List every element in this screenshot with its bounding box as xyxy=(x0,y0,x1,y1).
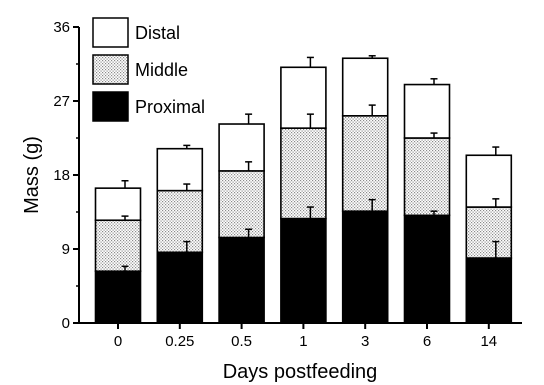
bar-segment-distal xyxy=(94,187,142,222)
bar-segment-middle xyxy=(156,189,204,254)
legend: Distal Middle Proximal xyxy=(92,17,205,122)
legend-swatch-middle xyxy=(92,54,129,85)
x-tick-label: 0.25 xyxy=(165,333,194,350)
x-tick-label: 14 xyxy=(480,333,497,350)
x-tick-label: 0.5 xyxy=(231,333,252,350)
bar-segment-proximal xyxy=(280,217,327,324)
y-axis-title: Mass (g) xyxy=(21,136,43,214)
y-tick-label: 27 xyxy=(53,93,70,110)
bar-segment-proximal xyxy=(156,251,204,324)
bar-segment-proximal xyxy=(465,257,513,324)
y-tick-label: 0 xyxy=(62,315,70,332)
x-tick-label: 0 xyxy=(114,333,122,350)
x-tick-label: 3 xyxy=(361,333,369,350)
y-tick-label: 18 xyxy=(53,167,70,184)
bar-segment-proximal xyxy=(341,210,389,324)
y-tick-label: 36 xyxy=(53,19,70,36)
bar-segment-distal xyxy=(280,66,327,129)
bar-segment-distal xyxy=(218,123,265,172)
bar-segment-distal xyxy=(465,154,513,208)
x-axis-ticks: 0 0.25 0.5 1 3 6 14 xyxy=(114,323,497,350)
x-tick-label: 6 xyxy=(423,333,431,350)
bar-segment-middle xyxy=(218,170,265,239)
legend-label-middle: Middle xyxy=(135,60,188,80)
bar-segment-middle xyxy=(94,219,142,273)
legend-swatch-proximal xyxy=(92,91,129,122)
y-tick-label: 9 xyxy=(62,241,70,258)
bar-segment-middle xyxy=(465,206,513,259)
bar-segment-distal xyxy=(156,147,204,192)
legend-swatch-distal xyxy=(92,17,129,48)
bar-segment-middle xyxy=(403,137,451,217)
bar-segment-distal xyxy=(403,83,451,139)
bar-segment-proximal xyxy=(403,214,451,324)
legend-label-proximal: Proximal xyxy=(135,97,205,117)
legend-label-distal: Distal xyxy=(135,23,180,43)
bar-segment-proximal xyxy=(94,270,142,324)
bar-segment-proximal xyxy=(218,236,265,324)
x-axis-title: Days postfeeding xyxy=(223,361,378,383)
bar-segment-middle xyxy=(341,115,389,212)
bar-segment-middle xyxy=(280,127,327,220)
y-axis-ticks: 0 9 18 27 36 xyxy=(53,19,79,332)
bar-segment-distal xyxy=(341,57,389,117)
x-tick-label: 1 xyxy=(299,333,307,350)
error-bar-group xyxy=(121,55,500,272)
bar-group xyxy=(94,57,513,324)
